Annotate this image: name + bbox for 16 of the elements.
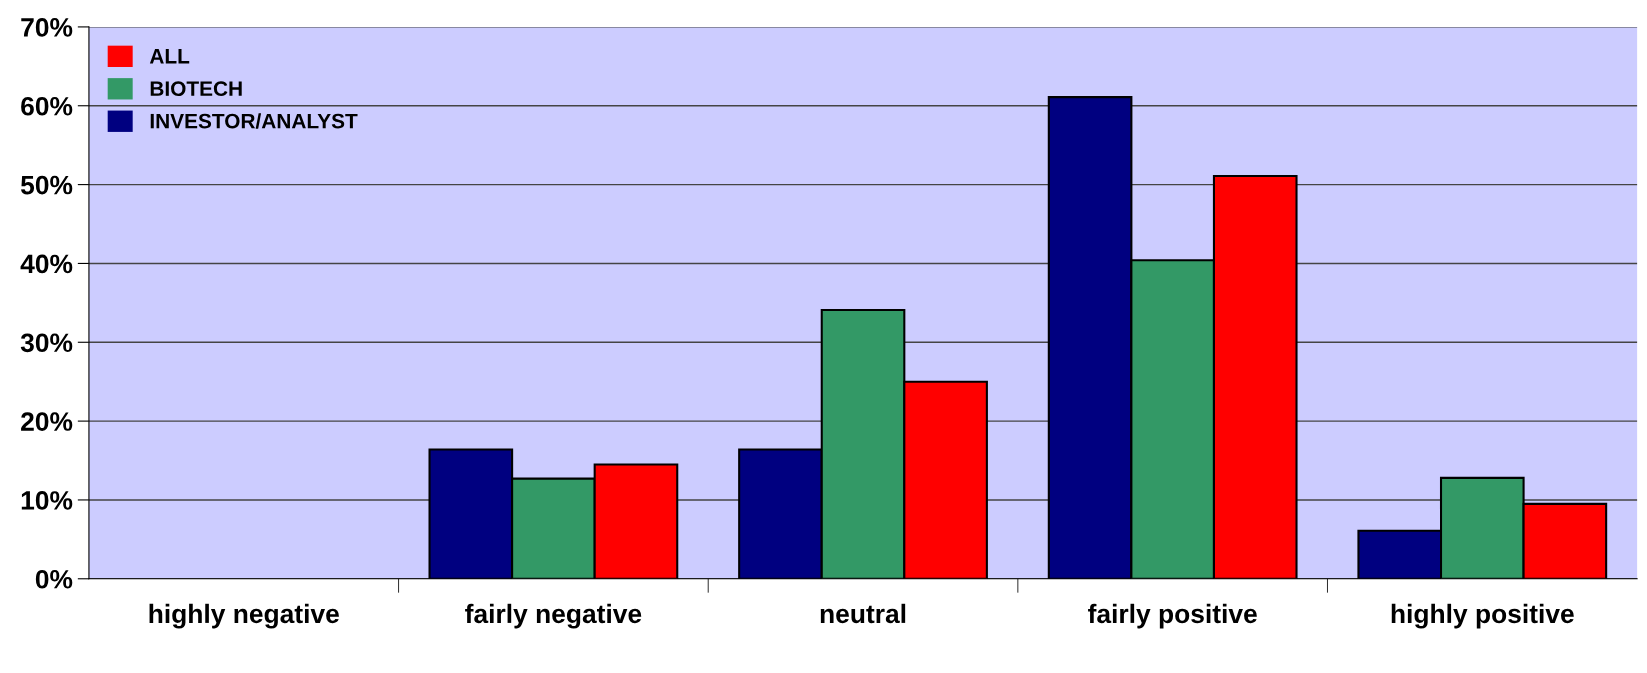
y-tick-label: 10%	[21, 491, 73, 510]
y-tick-label: 50%	[20, 175, 73, 195]
legend-label: BIOTECH	[150, 81, 242, 97]
legend-label: ALL	[149, 49, 190, 64]
y-tick-label: 70%	[21, 18, 73, 37]
y-tick-label: 40%	[20, 254, 73, 274]
x-tick-label: fairly negative	[465, 603, 642, 629]
y-tick-label: 30%	[20, 333, 73, 353]
y-tick-label: 20%	[21, 412, 73, 431]
x-tick-label: neutral	[820, 603, 906, 624]
legend-label: INVESTOR/ANALYST	[150, 113, 358, 129]
y-tick-label: 60%	[21, 96, 73, 116]
x-tick-label: highly positive	[1391, 603, 1574, 629]
x-tick-label: highly negative	[149, 603, 339, 629]
x-tick-label: fairly positive	[1088, 603, 1257, 629]
y-tick-label: 0%	[35, 569, 73, 589]
